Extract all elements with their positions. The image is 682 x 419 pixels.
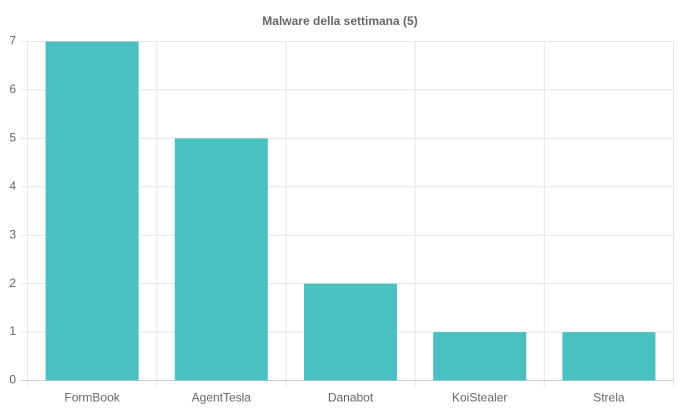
bar	[562, 332, 656, 381]
x-tick-label: KoiStealer	[452, 391, 507, 405]
x-tick-label: Danabot	[328, 391, 374, 405]
y-tick-label: 5	[9, 131, 16, 145]
y-tick-label: 4	[9, 179, 16, 193]
bar	[433, 332, 527, 381]
y-tick-label: 7	[9, 34, 16, 48]
y-tick-label: 3	[9, 227, 16, 241]
bar	[303, 283, 398, 381]
bar	[174, 138, 268, 381]
chart-title: Malware della settimana (5)	[262, 14, 417, 28]
y-tick-label: 2	[9, 276, 16, 290]
y-tick-label: 1	[9, 324, 16, 338]
x-tick-label: AgentTesla	[192, 391, 252, 405]
y-tick-label: 6	[9, 82, 16, 96]
x-tick-label: Strela	[593, 391, 625, 405]
bar	[45, 41, 139, 381]
y-tick-label: 0	[9, 373, 16, 387]
x-tick-label: FormBook	[64, 391, 120, 405]
